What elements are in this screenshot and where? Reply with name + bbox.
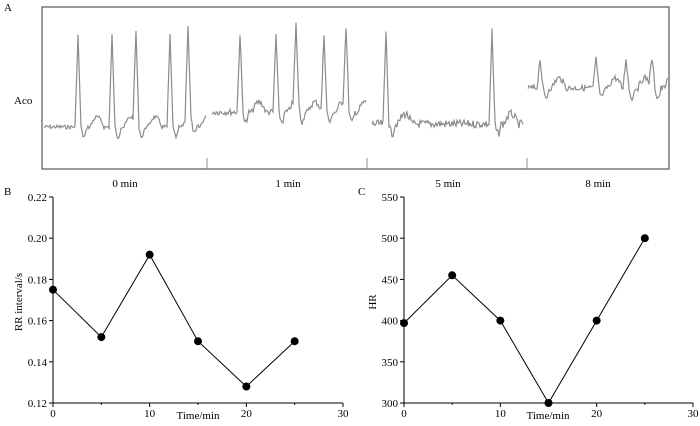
hr-point-0: [400, 319, 408, 328]
rr-point-5: [290, 337, 299, 346]
ecg-trace-segment-0: [43, 26, 207, 140]
ecg-trace-segment-3: [527, 56, 669, 102]
rr-point-4: [242, 382, 251, 391]
rr-point-3: [194, 337, 202, 346]
panel-b-letter: B: [4, 186, 12, 198]
rr-y-tick-label-5: 0.22: [28, 192, 47, 204]
hr-point-3: [544, 399, 553, 407]
panel-c-letter: C: [358, 186, 366, 198]
rr-series: [49, 250, 299, 391]
rr-point-1: [97, 333, 106, 342]
hr-y-tick-label-4: 500: [382, 233, 399, 245]
rr-series-line: [52, 253, 296, 388]
hr-x-tick-label-10: 10: [495, 408, 507, 420]
ecg-trace-segment-2: [371, 28, 524, 138]
rr-point-0: [49, 285, 57, 294]
segment-label-0min: 0 min: [112, 178, 138, 190]
ecg-traces: [43, 22, 669, 140]
hr-point-4: [592, 316, 601, 325]
hr-y-tick-label-0: 300: [382, 398, 399, 410]
hr-x-axis-label: Time/min: [527, 410, 570, 422]
panel-a-letter: A: [4, 2, 12, 14]
hr-y-tick-label-1: 350: [382, 357, 399, 369]
ecg-segment-ticks: [206, 158, 528, 169]
segment-label-8min: 8 min: [585, 178, 611, 190]
rr-y-tick-label-0: 0.12: [28, 398, 47, 410]
hr-y-tick-label-3: 450: [382, 274, 399, 286]
rr-x-tick-label-20: 20: [241, 408, 253, 420]
hr-y-tick-label-2: 400: [382, 316, 399, 328]
rr-x-tick-label-30: 30: [338, 408, 350, 420]
hr-point-5: [640, 234, 649, 243]
hr-x-tick-label-20: 20: [591, 408, 603, 420]
rr-y-tick-label-3: 0.18: [28, 274, 48, 286]
rr-y-tick-label-2: 0.16: [28, 316, 48, 328]
rr-y-tick-label-1: 0.14: [28, 357, 48, 369]
hr-y-tick-label-5: 550: [382, 192, 399, 204]
segment-label-5min: 5 min: [435, 178, 461, 190]
segment-label-1min: 1 min: [275, 178, 301, 190]
hr-point-1: [448, 271, 457, 280]
panel-a-ecg: Aco 0 min 1 min 5 min 8 min: [14, 6, 670, 190]
rr-y-axis-label: RR interval/s: [13, 273, 25, 331]
rr-y-tick-label-4: 0.20: [28, 233, 48, 245]
hr-series-line: [403, 237, 646, 404]
ecg-trace-segment-1: [211, 22, 367, 125]
ecg-trace-label: Aco: [14, 95, 33, 107]
rr-x-axis-label: Time/min: [177, 410, 220, 422]
hr-series: [400, 234, 649, 407]
hr-x-tick-label-0: 0: [401, 408, 407, 420]
panel-c-hr-chart: 300 350 400 450 500 550 0 10 20 30 Time/min HR: [367, 192, 699, 422]
hr-axes: 300 350 400 450 500 550 0 10 20 30: [382, 192, 700, 420]
hr-point-2: [496, 316, 505, 325]
panel-b-rr-chart: 0.12 0.14 0.16 0.18 0.20 0.22 0 10 20 30 Time/min…: [13, 192, 349, 422]
rr-axes: 0.12 0.14 0.16 0.18 0.20 0.22 0 10 20 30: [28, 192, 349, 420]
hr-x-tick-label-30: 30: [688, 408, 700, 420]
rr-x-tick-label-0: 0: [50, 408, 56, 420]
rr-x-tick-label-10: 10: [144, 408, 156, 420]
hr-y-axis-label: HR: [367, 294, 379, 310]
rr-point-2: [145, 250, 154, 259]
ecg-frame: [41, 6, 670, 170]
